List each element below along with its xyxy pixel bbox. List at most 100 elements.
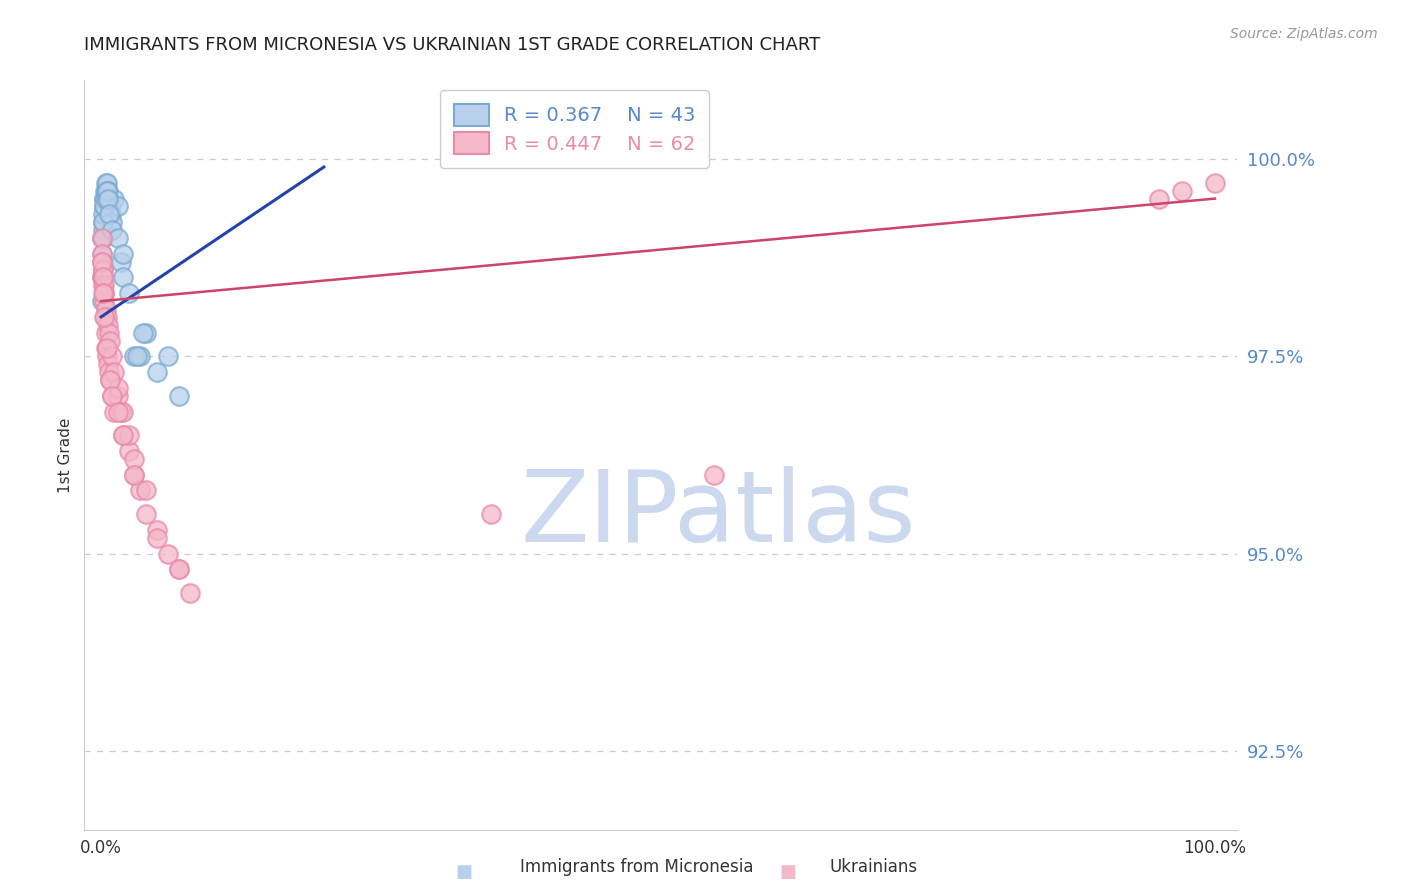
Point <box>129 483 152 498</box>
Point <box>479 507 502 521</box>
Point <box>91 207 114 221</box>
Point <box>112 404 135 418</box>
Point <box>91 262 114 277</box>
Point <box>91 223 114 237</box>
Point <box>93 278 115 293</box>
Text: ■: ■ <box>779 863 796 881</box>
Point <box>156 349 179 363</box>
Text: Ukrainians: Ukrainians <box>830 858 918 876</box>
Point <box>91 270 114 285</box>
Point <box>98 373 121 387</box>
Point <box>91 270 114 285</box>
Point <box>110 404 132 418</box>
Point <box>93 199 115 213</box>
Point <box>703 467 725 482</box>
Point <box>91 231 114 245</box>
Point <box>145 531 167 545</box>
Point <box>118 428 141 442</box>
Point <box>1204 176 1226 190</box>
Point <box>107 404 129 418</box>
Point <box>93 286 115 301</box>
Point <box>96 184 118 198</box>
Point <box>93 192 115 206</box>
Point <box>94 184 117 198</box>
Point <box>96 342 118 356</box>
Point <box>98 373 121 387</box>
Point <box>97 184 120 198</box>
Point <box>103 404 125 418</box>
Point <box>156 547 179 561</box>
Point <box>91 247 114 261</box>
Y-axis label: 1st Grade: 1st Grade <box>58 417 73 492</box>
Point <box>107 231 129 245</box>
Point <box>118 444 141 458</box>
Point <box>112 247 135 261</box>
Point <box>91 215 114 229</box>
Point <box>167 562 190 576</box>
Point <box>93 294 115 309</box>
Point <box>112 428 135 442</box>
Text: ■: ■ <box>456 863 472 881</box>
Point <box>91 270 114 285</box>
Point <box>145 523 167 537</box>
Point <box>97 357 120 371</box>
Point <box>132 326 155 340</box>
Point <box>97 318 120 332</box>
Point <box>101 223 124 237</box>
Point <box>124 467 146 482</box>
Point <box>101 389 124 403</box>
Point <box>94 301 117 316</box>
Point <box>90 294 112 309</box>
Point <box>125 349 148 363</box>
Point <box>135 483 157 498</box>
Point <box>96 310 118 324</box>
Point <box>101 349 124 363</box>
Point <box>179 586 201 600</box>
Point <box>96 176 118 190</box>
Point <box>97 192 120 206</box>
Point <box>167 389 190 403</box>
Point <box>124 349 146 363</box>
Point <box>100 207 122 221</box>
Point <box>1149 192 1171 206</box>
Point <box>96 349 118 363</box>
Point <box>91 286 114 301</box>
Point <box>107 199 129 213</box>
Point <box>135 507 157 521</box>
Point <box>97 365 120 379</box>
Point <box>101 215 124 229</box>
Point <box>91 247 114 261</box>
Point <box>110 254 132 268</box>
Point <box>94 184 117 198</box>
Point <box>145 365 167 379</box>
Point <box>91 270 114 285</box>
Point <box>124 451 146 466</box>
Point <box>91 231 114 245</box>
Point <box>94 310 117 324</box>
Point <box>94 326 117 340</box>
Point <box>93 310 115 324</box>
Text: IMMIGRANTS FROM MICRONESIA VS UKRAINIAN 1ST GRADE CORRELATION CHART: IMMIGRANTS FROM MICRONESIA VS UKRAINIAN … <box>84 36 821 54</box>
Text: Source: ZipAtlas.com: Source: ZipAtlas.com <box>1230 27 1378 41</box>
Point <box>97 207 120 221</box>
Legend: R = 0.367    N = 43, R = 0.447    N = 62: R = 0.367 N = 43, R = 0.447 N = 62 <box>440 90 709 168</box>
Point <box>103 192 125 206</box>
Point <box>91 262 114 277</box>
Point <box>101 389 124 403</box>
Text: ZIPatlas: ZIPatlas <box>520 467 917 564</box>
Point <box>91 254 114 268</box>
Point <box>124 467 146 482</box>
Point <box>97 326 120 340</box>
Point <box>91 254 114 268</box>
Point <box>129 349 152 363</box>
Point <box>94 192 117 206</box>
Point <box>98 199 121 213</box>
Point <box>90 231 112 245</box>
Point <box>103 365 125 379</box>
Point <box>93 192 115 206</box>
Text: Immigrants from Micronesia: Immigrants from Micronesia <box>520 858 754 876</box>
Point <box>98 334 121 348</box>
Point <box>94 342 117 356</box>
Point <box>107 389 129 403</box>
Point <box>112 270 135 285</box>
